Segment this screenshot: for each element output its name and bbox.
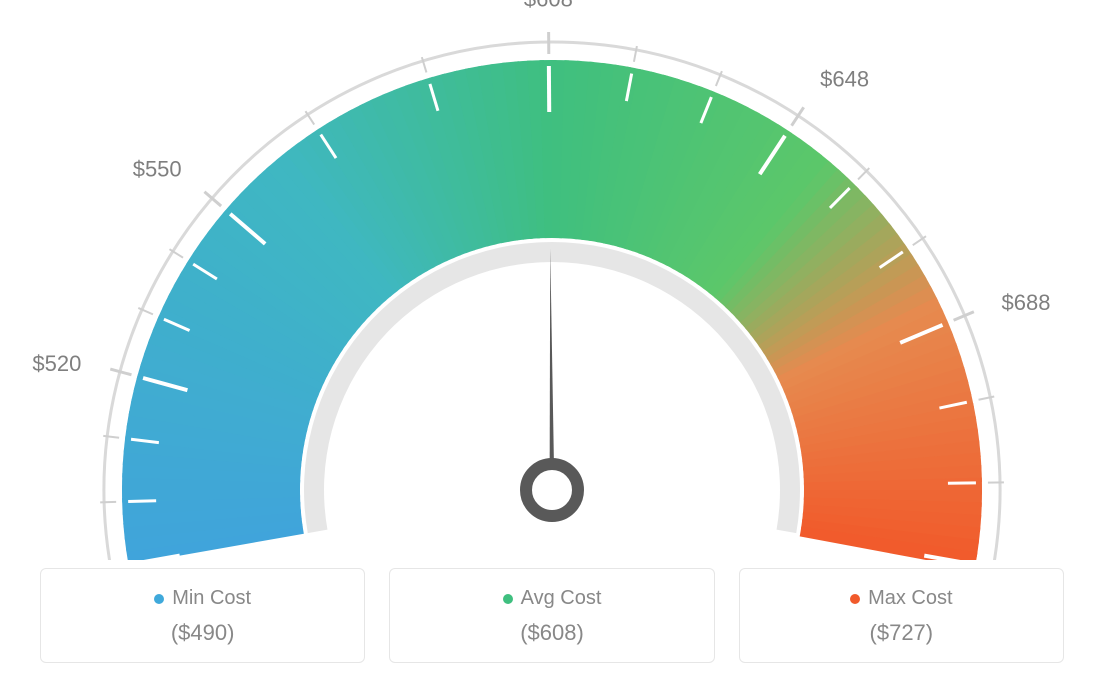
gauge-chart: $490$520$550$608$648$688$727 — [0, 0, 1104, 560]
legend-row: Min Cost ($490) Avg Cost ($608) Max Cost… — [0, 568, 1104, 663]
gauge-svg: $490$520$550$608$648$688$727 — [0, 0, 1104, 560]
legend-label-max: Max Cost — [868, 587, 952, 610]
min-dot-icon — [154, 594, 164, 604]
legend-title-max: Max Cost — [850, 587, 952, 610]
legend-value-max: ($727) — [752, 620, 1051, 646]
legend-title-min: Min Cost — [154, 587, 251, 610]
svg-text:$550: $550 — [133, 157, 182, 182]
legend-value-min: ($490) — [53, 620, 352, 646]
svg-text:$520: $520 — [32, 351, 81, 376]
legend-label-avg: Avg Cost — [521, 587, 602, 610]
legend-card-avg: Avg Cost ($608) — [389, 568, 714, 663]
legend-label-min: Min Cost — [172, 587, 251, 610]
legend-card-max: Max Cost ($727) — [739, 568, 1064, 663]
svg-text:$648: $648 — [820, 67, 869, 92]
avg-dot-icon — [503, 594, 513, 604]
legend-card-min: Min Cost ($490) — [40, 568, 365, 663]
legend-title-avg: Avg Cost — [503, 587, 602, 610]
svg-text:$688: $688 — [1002, 290, 1051, 315]
svg-text:$608: $608 — [524, 0, 573, 11]
max-dot-icon — [850, 594, 860, 604]
legend-value-avg: ($608) — [402, 620, 701, 646]
